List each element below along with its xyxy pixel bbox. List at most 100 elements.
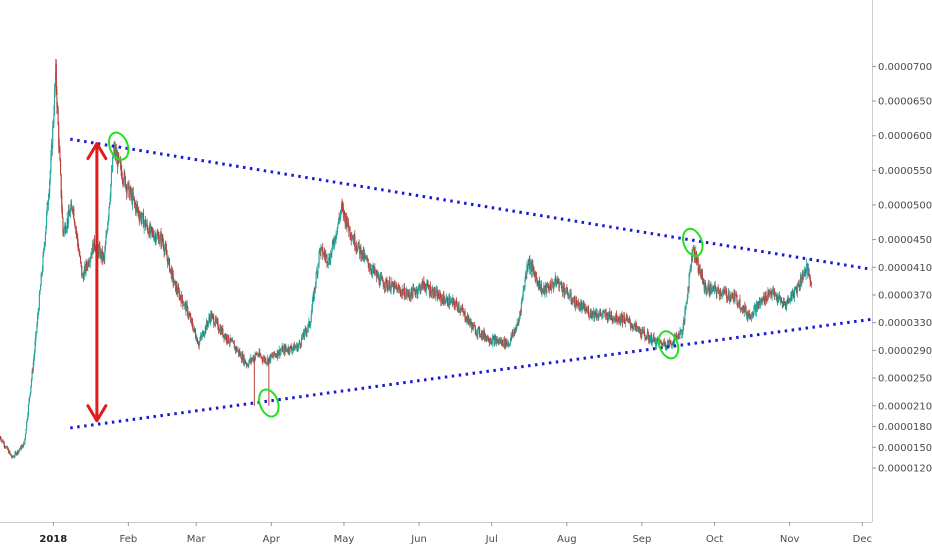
- candle-body: [297, 347, 299, 351]
- candle-body: [144, 219, 146, 228]
- candle-body: [508, 343, 510, 345]
- candle-body: [162, 240, 164, 243]
- candle-body: [581, 305, 583, 311]
- candle-body: [757, 303, 759, 308]
- candle-body: [76, 234, 79, 242]
- candle-body: [740, 307, 742, 310]
- candle-body: [754, 305, 756, 307]
- candle-body: [528, 260, 530, 265]
- candle-body: [266, 362, 268, 364]
- candle-body: [171, 270, 173, 279]
- candle-body: [504, 338, 506, 347]
- candle-body: [778, 295, 780, 298]
- candle-body: [671, 344, 673, 346]
- candle-body: [129, 191, 131, 198]
- candle-body: [315, 273, 317, 286]
- candle-body: [245, 363, 247, 364]
- candle-body: [237, 349, 239, 351]
- candle-body: [409, 296, 411, 298]
- candle-body: [191, 318, 193, 323]
- candle-body: [385, 279, 387, 288]
- candle-body: [760, 299, 762, 302]
- candle-body: [690, 266, 692, 267]
- candle-body: [614, 317, 616, 320]
- candle-body: [808, 268, 810, 275]
- candle-body: [562, 285, 564, 293]
- candle-body: [809, 274, 811, 277]
- candle-body: [535, 276, 538, 279]
- candle-body: [342, 207, 344, 216]
- candle-body: [809, 276, 811, 282]
- candle-body: [321, 247, 323, 248]
- candle-body: [314, 285, 317, 289]
- candle-body: [296, 344, 298, 348]
- candle-body: [79, 254, 81, 257]
- candle-body: [267, 358, 269, 364]
- candle-body: [560, 282, 562, 287]
- candle-body: [163, 248, 165, 253]
- candle-body: [606, 313, 608, 320]
- candle-body: [669, 340, 671, 343]
- candle-body: [397, 286, 399, 293]
- candle-body: [248, 362, 250, 366]
- candle-body: [632, 325, 634, 328]
- candle-body: [762, 297, 764, 301]
- candle-body: [593, 311, 595, 318]
- candle-body: [466, 316, 468, 321]
- candle-body: [354, 247, 357, 249]
- candle-body: [495, 338, 497, 343]
- candle-body: [53, 113, 55, 123]
- upper-trendline: [70, 137, 873, 271]
- candle-body: [348, 227, 350, 231]
- candle-body: [232, 340, 234, 343]
- candle-body: [329, 263, 331, 265]
- candle-body: [53, 90, 56, 114]
- candle-body: [684, 310, 686, 323]
- candle-body: [67, 210, 69, 224]
- candle-body: [654, 337, 656, 340]
- candle-body: [50, 145, 53, 158]
- touch-point-circle: [107, 131, 130, 161]
- candle-body: [44, 243, 46, 247]
- candle-body: [450, 300, 452, 302]
- candle-body: [540, 284, 542, 289]
- candle-body: [179, 294, 182, 299]
- candle-body: [294, 347, 297, 349]
- candle-body: [479, 334, 481, 337]
- candle-body: [565, 291, 567, 294]
- candle-body: [768, 293, 770, 295]
- candle-body: [786, 299, 788, 303]
- candle-body: [587, 309, 589, 311]
- candle-body: [41, 269, 43, 275]
- candle-body: [563, 285, 565, 289]
- candle-body: [79, 256, 82, 262]
- candle-body: [67, 218, 69, 224]
- candle-body: [90, 252, 92, 257]
- candle-body: [299, 342, 301, 344]
- candle-body: [254, 356, 256, 360]
- candle-body: [227, 334, 229, 342]
- candle-body: [624, 320, 626, 324]
- candle-body: [402, 291, 404, 295]
- candle-body: [205, 321, 208, 331]
- candle-body: [199, 339, 201, 342]
- candle-body: [130, 192, 132, 196]
- candle-body: [625, 317, 627, 321]
- candle-body: [356, 248, 358, 251]
- candle-body: [304, 329, 306, 337]
- candle-body: [668, 342, 670, 345]
- candle-body: [780, 300, 782, 302]
- candle-body: [586, 310, 588, 313]
- candle-body: [569, 293, 571, 297]
- time-axis[interactable]: 2018 Feb Mar Apr May Jun Jul Aug Sep Oct Nov Dec: [39, 522, 872, 545]
- candle-body: [170, 268, 172, 270]
- candle-body: [683, 320, 685, 323]
- candle-body: [674, 335, 676, 337]
- candle-body: [204, 326, 206, 334]
- candle-body: [70, 204, 73, 206]
- candle-body: [445, 302, 447, 303]
- candle-body: [225, 335, 228, 341]
- candle-body: [188, 314, 191, 316]
